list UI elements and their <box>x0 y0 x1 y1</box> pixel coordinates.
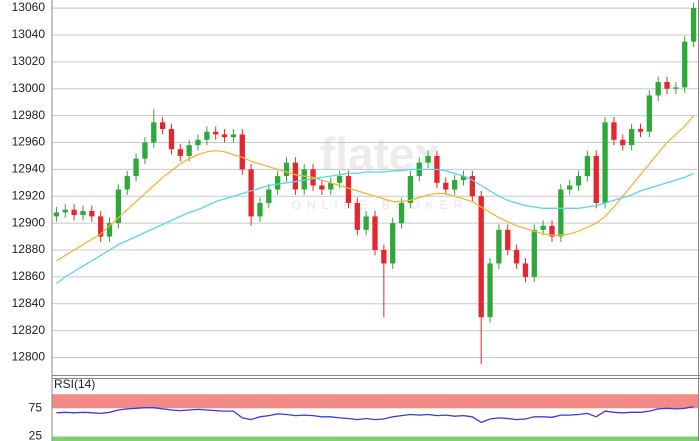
candle-body <box>98 216 104 237</box>
candle-body <box>248 169 254 217</box>
candle-body <box>142 142 148 159</box>
candle-body <box>301 169 307 190</box>
candle-body <box>655 81 661 96</box>
candle-body <box>451 180 458 190</box>
candle-body <box>336 176 343 183</box>
candle-body <box>230 134 237 138</box>
y-tick-label: 12800 <box>12 350 46 364</box>
candle-body <box>460 176 467 181</box>
y-tick-label: 75 <box>29 400 43 414</box>
candle-body <box>283 162 290 177</box>
candle-body <box>487 263 493 318</box>
axes: 12800 12820 12840 12860 12880 12900 12920 12940… <box>12 0 46 441</box>
y-tick-label: 13020 <box>12 54 46 68</box>
candle-body <box>177 149 183 156</box>
candle-body <box>593 155 599 203</box>
y-tick-label: 12880 <box>12 242 46 256</box>
candle-body <box>522 263 529 277</box>
candle-body <box>159 122 166 130</box>
candle-body <box>567 185 573 190</box>
candle-body <box>89 211 95 217</box>
candle-body <box>363 216 369 230</box>
candle-body <box>195 139 201 146</box>
y-tick-label: 12820 <box>12 323 46 337</box>
candle-body <box>673 87 679 89</box>
candle-body <box>682 41 688 88</box>
candle-body <box>690 8 697 42</box>
candle-body <box>168 129 175 150</box>
candle-body <box>513 250 520 264</box>
candle-body <box>186 145 192 156</box>
y-tick-label: 12980 <box>12 108 46 122</box>
candle-body <box>53 212 60 217</box>
zone-band <box>52 436 698 441</box>
candle-body <box>602 122 608 203</box>
y-tick-label: 12840 <box>12 296 46 310</box>
candle-body <box>372 216 378 250</box>
candle-body <box>390 223 396 264</box>
candle-body <box>620 139 626 146</box>
y-tick-label: 12940 <box>12 162 46 176</box>
watermark-tagline: ONLINE BROKER <box>292 198 469 212</box>
candle-body <box>584 155 591 177</box>
y-tick-label: 25 <box>29 429 43 441</box>
candle-body <box>124 176 130 190</box>
candle-body <box>319 185 325 190</box>
candle-body <box>106 223 113 237</box>
y-tick-label: 13040 <box>12 27 46 41</box>
candle-body <box>204 131 210 140</box>
candle-body <box>381 250 387 264</box>
candle-body <box>628 129 635 146</box>
price-plot <box>52 2 698 365</box>
candle-body <box>425 155 431 163</box>
y-tick-label: 12920 <box>12 188 46 202</box>
candle-body <box>151 122 157 143</box>
candle-body <box>239 134 245 170</box>
candle-body <box>646 95 652 132</box>
zone-band <box>52 394 698 409</box>
y-tick-label: 12860 <box>12 269 46 283</box>
candle-body <box>478 196 484 318</box>
candle-body <box>62 209 68 213</box>
candle-body <box>443 182 449 190</box>
y-tick-label: 13000 <box>12 81 46 95</box>
candle-body <box>221 134 228 138</box>
candle-body <box>257 202 263 217</box>
candle-body <box>133 158 139 177</box>
series-line <box>56 405 694 424</box>
candle-body <box>275 176 281 190</box>
series-line <box>56 168 694 285</box>
candle-body <box>558 189 564 237</box>
rsi-title: RSI(14) <box>54 377 95 391</box>
rsi-plot <box>52 394 698 441</box>
candle-body <box>354 202 360 230</box>
candle-body <box>664 81 670 89</box>
candle-body <box>407 176 414 203</box>
candle-body <box>328 182 334 190</box>
candle-body <box>292 162 299 190</box>
candle-body <box>80 211 86 216</box>
y-tick-label: 12960 <box>12 135 46 149</box>
y-tick-label: 12900 <box>12 215 46 229</box>
candle-body <box>637 129 644 132</box>
y-tick-label: 13060 <box>12 0 46 14</box>
candle-body <box>549 225 555 237</box>
candle-body <box>505 229 511 250</box>
series-line <box>56 115 695 262</box>
candle-body <box>213 131 219 135</box>
candle-body <box>469 176 475 197</box>
candle-body <box>540 225 546 230</box>
candle-body <box>345 176 352 203</box>
candle-body <box>611 122 617 140</box>
candle-body <box>398 202 405 224</box>
candle-body <box>266 189 272 203</box>
candle-body <box>115 189 122 224</box>
candle-body <box>575 176 582 186</box>
candle-body <box>71 209 77 216</box>
candle-body <box>496 229 502 264</box>
candle-body <box>531 229 537 277</box>
